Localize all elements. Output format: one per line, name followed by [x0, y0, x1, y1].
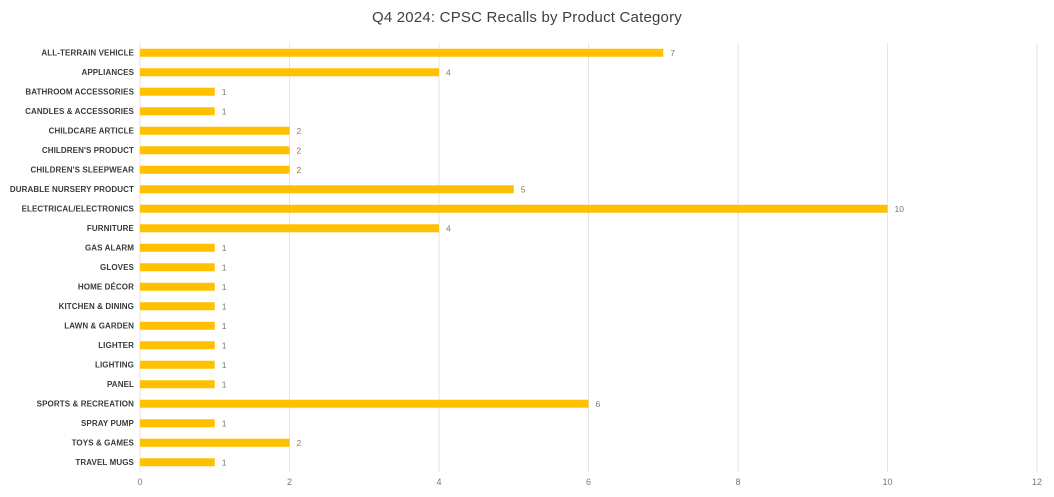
x-tick-label: 4 [436, 477, 441, 487]
category-label: LIGHTING [95, 360, 134, 369]
value-label: 6 [596, 399, 601, 409]
x-tick-label: 6 [586, 477, 591, 487]
x-tick-label: 2 [287, 477, 292, 487]
value-label: 2 [297, 145, 302, 155]
category-label: TRAVEL MUGS [75, 458, 134, 467]
value-label: 2 [297, 438, 302, 448]
bar [140, 48, 664, 57]
x-tick-label: 10 [882, 477, 892, 487]
bar [140, 282, 215, 291]
bar [140, 458, 215, 467]
bar [140, 165, 290, 174]
value-label: 1 [222, 243, 227, 253]
bar [140, 263, 215, 272]
category-label: CANDLES & ACCESSORIES [25, 107, 134, 116]
bar [140, 302, 215, 311]
value-label: 7 [670, 48, 675, 58]
category-label: CHILDCARE ARTICLE [49, 126, 135, 135]
bar [140, 321, 215, 330]
bar [140, 107, 215, 116]
value-label: 1 [222, 418, 227, 428]
value-label: 1 [222, 340, 227, 350]
x-tick-label: 8 [735, 477, 740, 487]
bar [140, 438, 290, 447]
value-label: 2 [297, 126, 302, 136]
x-tick-label: 12 [1032, 477, 1042, 487]
value-label: 10 [895, 204, 905, 214]
bar [140, 68, 439, 77]
bar [140, 87, 215, 96]
value-label: 4 [446, 223, 451, 233]
x-tick-label: 0 [137, 477, 142, 487]
value-label: 1 [222, 379, 227, 389]
category-label: CHILDREN'S SLEEPWEAR [31, 165, 135, 174]
chart-title: Q4 2024: CPSC Recalls by Product Categor… [371, 9, 682, 26]
category-label: FURNITURE [87, 224, 135, 233]
bar [140, 146, 290, 155]
category-label: ALL-TERRAIN VEHICLE [41, 48, 134, 57]
category-label: BATHROOM ACCESSORIES [25, 87, 134, 96]
category-label: APPLIANCES [81, 68, 134, 77]
value-label: 1 [222, 301, 227, 311]
bar [140, 380, 215, 389]
value-label: 1 [222, 106, 227, 116]
category-label: TOYS & GAMES [72, 438, 135, 447]
value-label: 1 [222, 262, 227, 272]
bar [140, 126, 290, 135]
value-label: 1 [222, 282, 227, 292]
bar [140, 399, 589, 408]
value-label: 4 [446, 67, 451, 77]
value-label: 1 [222, 360, 227, 370]
category-label: LIGHTER [98, 341, 134, 350]
category-label: HOME DÉCOR [78, 282, 134, 291]
bar [140, 341, 215, 350]
category-label: DURABLE NURSERY PRODUCT [10, 185, 134, 194]
category-label: SPORTS & RECREATION [37, 399, 134, 408]
category-label: ELECTRICAL/ELECTRONICS [22, 204, 135, 213]
category-label: GAS ALARM [85, 243, 134, 252]
bar [140, 360, 215, 369]
bar [140, 419, 215, 428]
bar [140, 204, 888, 213]
bar [140, 185, 514, 194]
bar [140, 243, 215, 252]
category-label: CHILDREN'S PRODUCT [42, 146, 134, 155]
value-label: 1 [222, 87, 227, 97]
category-label: KITCHEN & DINING [59, 302, 134, 311]
value-label: 2 [297, 165, 302, 175]
category-label: GLOVES [100, 263, 135, 272]
value-label: 5 [521, 184, 526, 194]
category-label: PANEL [107, 380, 134, 389]
category-label: SPRAY PUMP [81, 419, 135, 428]
value-label: 1 [222, 457, 227, 467]
value-label: 1 [222, 321, 227, 331]
bar [140, 224, 439, 233]
category-label: LAWN & GARDEN [64, 321, 134, 330]
